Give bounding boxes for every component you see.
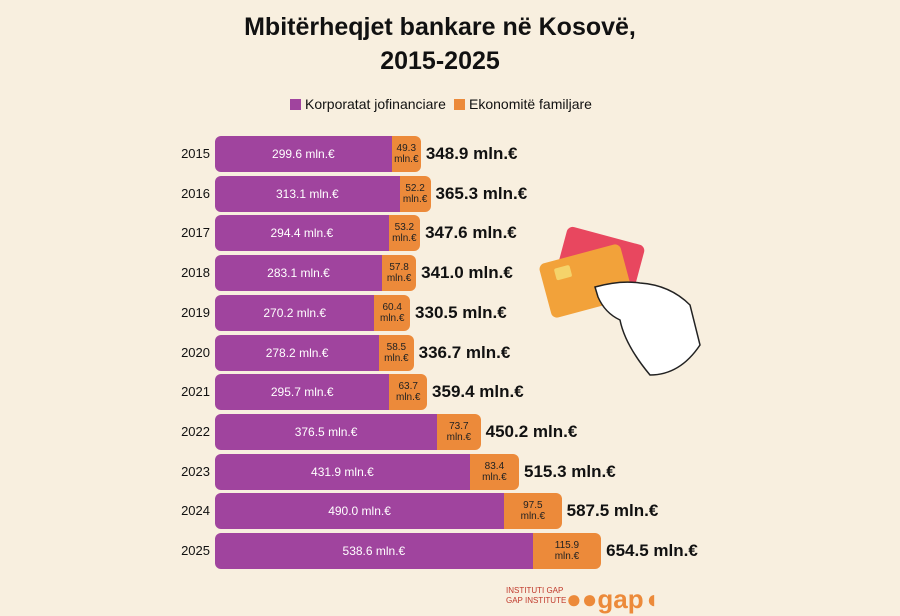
total-label: 336.7 mln.€ — [418, 342, 511, 362]
y-tick-label: 2017 — [181, 225, 210, 241]
card-illustration — [539, 226, 701, 376]
data-label: 278.2 mln.€ — [265, 345, 329, 360]
data-label: 431.9 mln.€ — [311, 464, 374, 479]
data-label: 53.2 mln.€ — [392, 222, 417, 245]
bar: 60.4 mln.€ — [374, 294, 411, 331]
bar: 97.5 mln.€ — [504, 493, 562, 530]
bar: 278.2 mln.€ — [215, 334, 380, 371]
total-label: 347.6 mln.€ — [425, 223, 517, 243]
logo-text: INSTITUTI GAP GAP INSTITUTE — [506, 586, 566, 606]
y-tick-label: 2021 — [181, 384, 210, 400]
y-tick-label: 2022 — [181, 423, 210, 439]
total-label: 341.0 mln.€ — [421, 263, 513, 283]
data-label: 283.1 mln.€ — [267, 266, 330, 281]
logo-line: GAP INSTITUTE — [506, 596, 567, 605]
bar: 73.7 mln.€ — [437, 413, 481, 450]
y-tick-label: 2016 — [181, 185, 210, 201]
bar: 283.1 mln.€ — [215, 255, 383, 292]
total-label: 450.2 mln.€ — [485, 421, 578, 441]
data-label: 299.6 mln.€ — [272, 147, 335, 161]
bar: 295.7 mln.€ — [215, 374, 390, 411]
bar: 490.0 mln.€ — [215, 493, 505, 530]
data-label: 538.6 mln.€ — [342, 544, 406, 558]
total-label: 515.3 mln.€ — [524, 461, 616, 481]
data-label: 97.5 mln.€ — [520, 500, 546, 523]
logo-word: gap — [597, 584, 644, 614]
data-label: 63.7 mln.€ — [396, 381, 421, 404]
data-label: 73.7 mln.€ — [446, 420, 472, 443]
total-label: 365.3 mln.€ — [435, 183, 528, 203]
total-label: 654.5 mln.€ — [606, 541, 698, 560]
bar: 63.7 mln.€ — [389, 374, 428, 411]
bar: 115.9 mln.€ — [532, 533, 602, 569]
data-label: 295.7 mln.€ — [270, 385, 334, 400]
legend-item: Korporatat jofinanciare — [290, 96, 446, 112]
y-tick-label: 2020 — [181, 344, 210, 360]
bar: 57.8 mln.€ — [382, 255, 417, 292]
bar: 313.1 mln.€ — [215, 175, 400, 212]
y-tick-label: 2019 — [181, 304, 210, 320]
bar: 431.9 mln.€ — [215, 453, 470, 490]
legend-swatch — [290, 98, 301, 110]
bar: 294.4 mln.€ — [215, 215, 389, 252]
bar: 538.6 mln.€ — [215, 533, 533, 569]
y-tick-label: 2024 — [181, 503, 210, 519]
bar: 52.2 mln.€ — [399, 175, 431, 212]
data-label: 58.5 mln.€ — [384, 341, 409, 364]
legend-label: Ekonomitë familjare — [469, 96, 592, 112]
bar: 53.2 mln.€ — [388, 215, 421, 252]
data-label: 83.4 mln.€ — [482, 460, 507, 483]
total-label: 348.9 mln.€ — [425, 144, 518, 163]
bar: 299.6 mln.€ — [215, 136, 392, 172]
data-label: 60.4 mln.€ — [379, 301, 405, 324]
data-label: 52.2 mln.€ — [402, 182, 428, 205]
bar: 58.5 mln.€ — [379, 334, 414, 371]
bar: 83.4 mln.€ — [469, 453, 520, 490]
data-label: 49.3 mln.€ — [394, 143, 419, 165]
bar: 49.3 mln.€ — [391, 136, 421, 172]
legend-item: Ekonomitë familjare — [454, 96, 592, 112]
bar: 376.5 mln.€ — [215, 413, 438, 450]
data-label: 270.2 mln.€ — [263, 305, 327, 320]
y-tick-label: 2015 — [181, 146, 210, 161]
data-label: 115.9 mln.€ — [554, 540, 580, 562]
y-tick-label: 2018 — [181, 265, 210, 281]
y-tick-label: 2025 — [181, 543, 210, 558]
logo-name: ●●gap◖ — [566, 584, 660, 614]
data-label: 57.8 mln.€ — [386, 262, 412, 285]
total-label: 587.5 mln.€ — [566, 501, 659, 521]
legend-label: Korporatat jofinanciare — [305, 96, 446, 112]
total-label: 330.5 mln.€ — [415, 302, 507, 322]
data-label: 490.0 mln.€ — [328, 504, 391, 519]
chart-title: Mbitërheqjet bankare në Kosovë, 2015-202… — [244, 13, 636, 75]
bar: 270.2 mln.€ — [215, 294, 375, 331]
data-label: 294.4 mln.€ — [270, 226, 334, 241]
total-label: 359.4 mln.€ — [432, 382, 524, 402]
logo-line: INSTITUTI GAP — [506, 586, 564, 595]
data-label: 376.5 mln.€ — [294, 424, 358, 439]
y-tick-label: 2023 — [181, 463, 210, 479]
legend-swatch — [454, 98, 465, 110]
data-label: 313.1 mln.€ — [276, 186, 339, 201]
